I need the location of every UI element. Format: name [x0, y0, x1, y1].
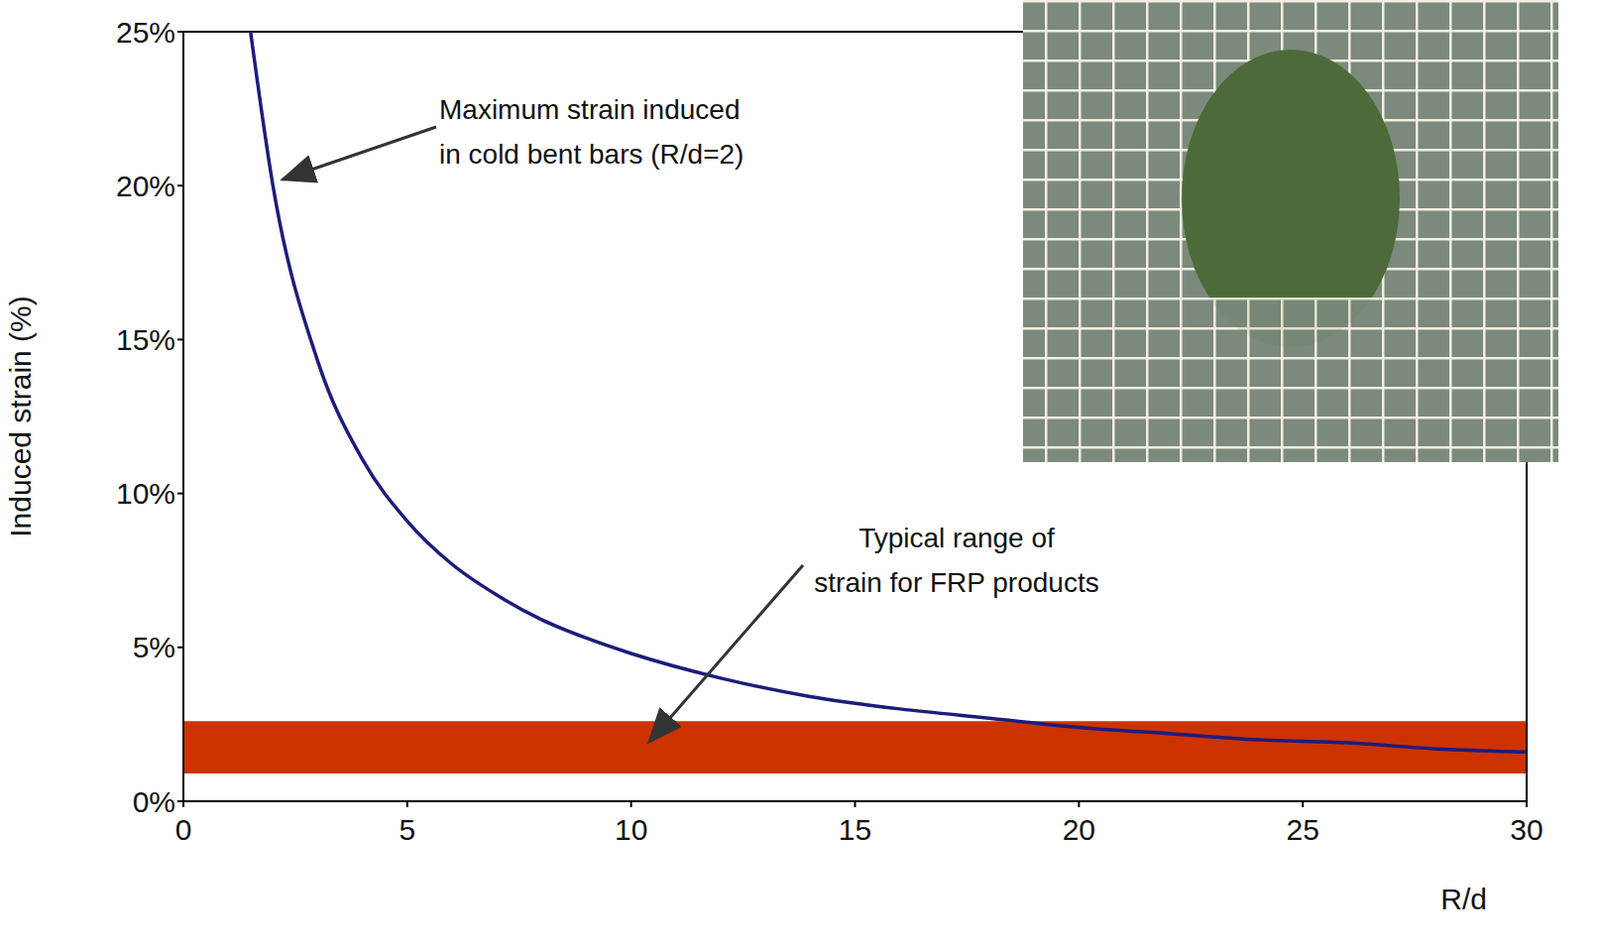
svg-text:10%: 10% — [115, 476, 176, 510]
svg-text:25: 25 — [1285, 812, 1319, 846]
svg-text:20%: 20% — [115, 169, 176, 203]
svg-text:0%: 0% — [132, 785, 176, 818]
svg-text:0: 0 — [175, 812, 193, 846]
svg-text:Typical range of: Typical range of — [858, 522, 1055, 554]
svg-text:25%: 25% — [115, 15, 176, 49]
svg-text:strain for FRP products: strain for FRP products — [813, 567, 1099, 598]
svg-text:Maximum strain induced: Maximum strain induced — [439, 94, 740, 125]
svg-text:in cold bent bars (R/d=2): in cold bent bars (R/d=2) — [439, 138, 744, 170]
svg-text:10: 10 — [614, 812, 648, 846]
svg-text:Induced strain (%): Induced strain (%) — [3, 295, 37, 537]
svg-text:R/d: R/d — [1440, 882, 1487, 915]
svg-text:5%: 5% — [132, 630, 176, 664]
svg-text:30: 30 — [1509, 812, 1543, 846]
svg-text:5: 5 — [398, 812, 416, 846]
svg-text:15: 15 — [838, 812, 872, 846]
svg-text:15%: 15% — [115, 323, 176, 356]
svg-text:20: 20 — [1062, 812, 1096, 846]
